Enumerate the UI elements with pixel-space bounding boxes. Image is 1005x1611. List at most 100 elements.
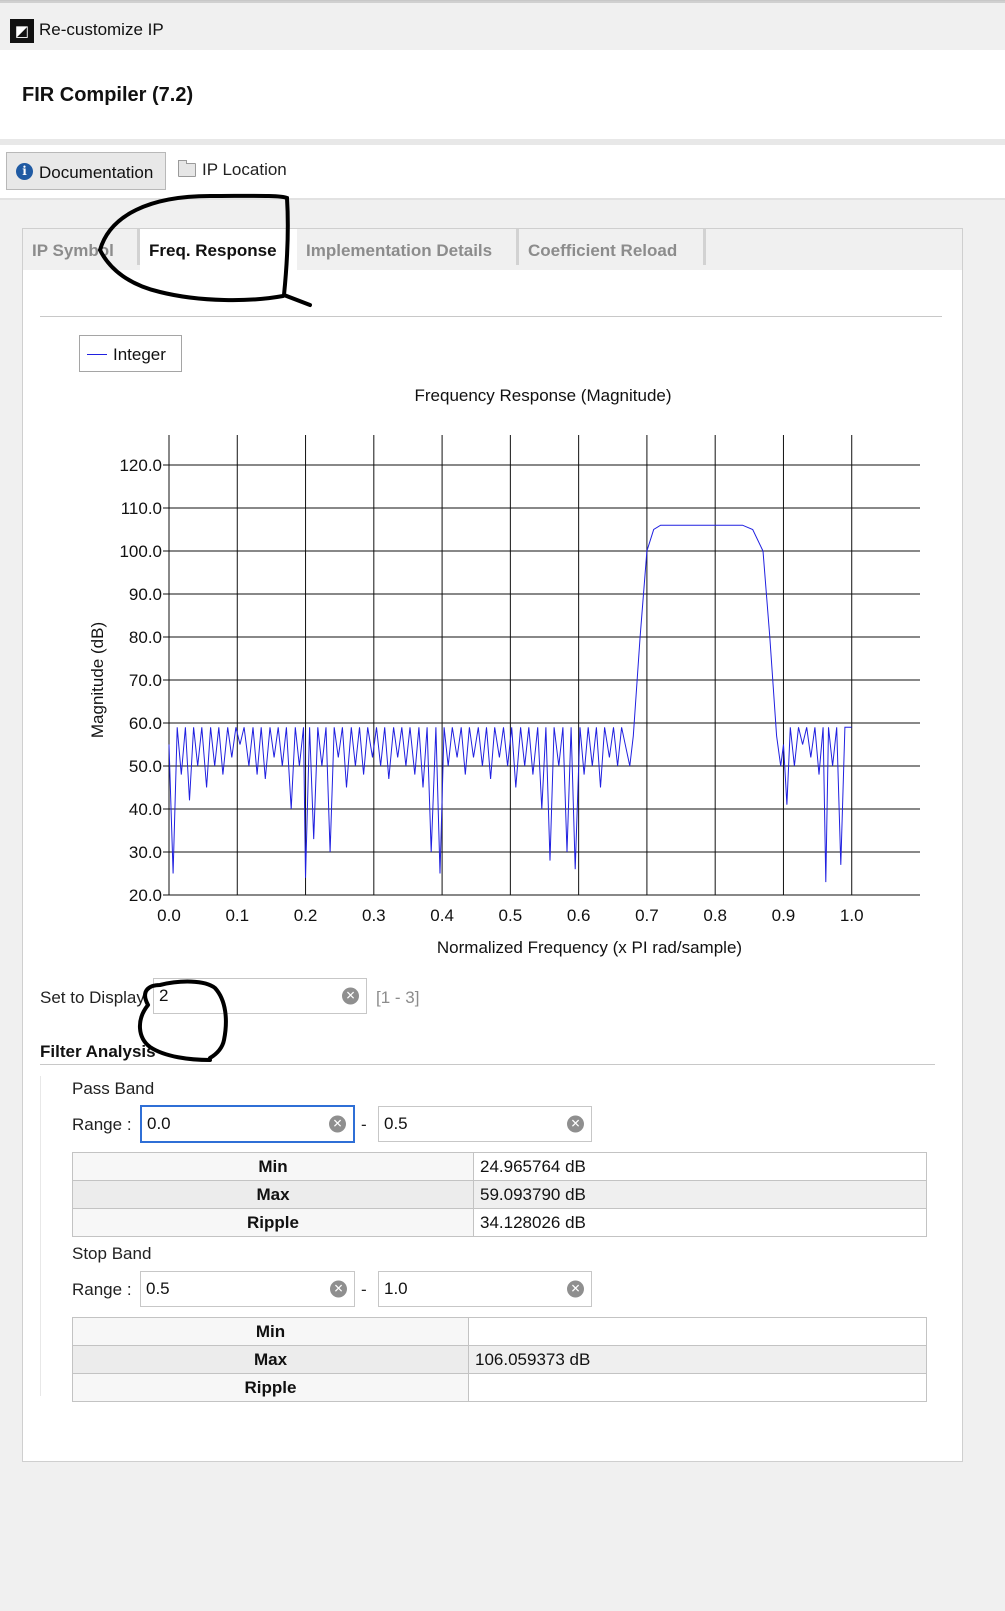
row-value: 24.965764 dB	[473, 1152, 927, 1181]
legend-label: Integer	[113, 345, 166, 364]
pass-band-from-input[interactable]: 0.0 ✕	[140, 1105, 355, 1143]
row-key: Min	[72, 1152, 474, 1181]
tab-freq-response[interactable]: Freq. Response	[140, 229, 297, 270]
tab-implementation-details[interactable]: Implementation Details	[297, 229, 519, 270]
x-tick-label: 1.0	[840, 906, 864, 925]
main-area: IP Symbol Freq. Response Implementation …	[0, 200, 1005, 1611]
documentation-label: Documentation	[39, 163, 154, 182]
x-tick-label: 0.9	[772, 906, 796, 925]
tab-label: Implementation Details	[306, 241, 493, 260]
tab-ip-symbol[interactable]: IP Symbol	[23, 229, 140, 270]
row-value	[468, 1373, 927, 1402]
ip-name: FIR Compiler (7.2)	[22, 84, 194, 106]
y-axis-label: Magnitude (dB)	[88, 622, 107, 738]
window-title-bar: ◩ Re-customize IP	[0, 0, 1005, 51]
y-tick-label: 20.0	[129, 886, 162, 905]
y-tick-label: 80.0	[129, 628, 162, 647]
display-range-hint: [1 - 3]	[376, 988, 420, 1007]
range-separator: -	[361, 1280, 367, 1299]
stop-band-to-input[interactable]: 1.0 ✕	[378, 1271, 592, 1307]
x-axis-label: Normalized Frequency (x PI rad/sample)	[437, 938, 742, 957]
toolbar: i Documentation IP Location	[0, 145, 1005, 200]
clear-icon[interactable]: ✕	[330, 1280, 347, 1298]
tab-separator	[516, 229, 519, 265]
y-tick-label: 50.0	[129, 757, 162, 776]
x-tick-label: 0.0	[157, 906, 181, 925]
pass-band-to-value: 0.5	[384, 1114, 408, 1133]
y-tick-labels: 20.0 30.0 40.0 50.0 60.0 70.0 80.0 90.0 100.0 110…	[119, 456, 162, 905]
tab-panel: IP Symbol Freq. Response Implementation …	[22, 228, 963, 1462]
table-row: Min	[72, 1317, 927, 1346]
clear-icon[interactable]: ✕	[342, 987, 359, 1005]
y-tick-label: 30.0	[129, 843, 162, 862]
row-key: Ripple	[72, 1373, 469, 1402]
window-title: Re-customize IP	[39, 20, 164, 39]
row-value: 106.059373 dB	[468, 1345, 927, 1374]
table-row: Max 59.093790 dB	[72, 1180, 927, 1209]
freq-response-content: Integer Frequency Response (Magnitude) 2…	[23, 270, 962, 1461]
row-key: Ripple	[72, 1208, 474, 1237]
x-tick-label: 0.5	[499, 906, 523, 925]
row-value	[468, 1317, 927, 1346]
y-tick-label: 120.0	[119, 456, 162, 475]
y-tick-label: 60.0	[129, 714, 162, 733]
ip-location-label: IP Location	[202, 160, 287, 179]
pass-band-to-input[interactable]: 0.5 ✕	[378, 1106, 592, 1142]
set-to-display-label: Set to Display	[40, 988, 145, 1007]
row-value: 59.093790 dB	[473, 1180, 927, 1209]
chart-legend: Integer	[79, 335, 182, 372]
clear-icon[interactable]: ✕	[567, 1115, 584, 1133]
row-key: Min	[72, 1317, 469, 1346]
row-key: Max	[72, 1345, 469, 1374]
folder-icon	[178, 160, 196, 177]
legend-swatch	[87, 354, 107, 355]
x-tick-label: 0.4	[430, 906, 454, 925]
clear-icon[interactable]: ✕	[329, 1115, 346, 1133]
series-line-integer	[168, 524, 852, 883]
filter-analysis-title: Filter Analysis	[40, 1042, 156, 1061]
stop-band-table: Min Max 106.059373 dB Ripple	[72, 1317, 927, 1402]
table-row: Max 106.059373 dB	[72, 1345, 927, 1374]
y-tick-label: 110.0	[121, 499, 162, 518]
x-tick-label: 0.2	[294, 906, 318, 925]
documentation-button[interactable]: i Documentation	[6, 152, 166, 190]
table-row: Min 24.965764 dB	[72, 1152, 927, 1181]
chart-grid	[163, 435, 920, 896]
ip-header: FIR Compiler (7.2)	[0, 50, 1005, 139]
tab-label: IP Symbol	[32, 241, 114, 260]
tab-label: Freq. Response	[149, 241, 277, 260]
set-to-display-value: 2	[159, 986, 169, 1005]
y-tick-label: 40.0	[129, 800, 162, 819]
pass-band-table: Min 24.965764 dB Max 59.093790 dB Ripple…	[72, 1152, 927, 1237]
info-icon: i	[16, 163, 33, 180]
tab-coefficient-reload[interactable]: Coefficient Reload	[519, 229, 706, 270]
filter-analysis-divider	[40, 1064, 935, 1065]
x-tick-label: 0.7	[635, 906, 659, 925]
tab-bar: IP Symbol Freq. Response Implementation …	[23, 229, 962, 270]
set-to-display-input[interactable]: 2 ✕	[153, 978, 367, 1014]
y-tick-label: 90.0	[129, 585, 162, 604]
amd-logo-icon: ◩	[10, 19, 34, 43]
row-key: Max	[72, 1180, 474, 1209]
table-row: Ripple 34.128026 dB	[72, 1208, 927, 1237]
title-bar-top-border	[0, 1, 1005, 3]
stop-band-to-value: 1.0	[384, 1279, 408, 1298]
clear-icon[interactable]: ✕	[567, 1280, 584, 1298]
y-tick-label: 100.0	[119, 542, 162, 561]
pass-band-title: Pass Band	[72, 1079, 155, 1098]
y-tick-label: 70.0	[129, 671, 162, 690]
range-separator: -	[361, 1115, 367, 1134]
tab-label: Coefficient Reload	[528, 241, 678, 260]
row-value: 34.128026 dB	[473, 1208, 927, 1237]
table-row: Ripple	[72, 1373, 927, 1402]
pass-band-range-label: Range :	[72, 1115, 132, 1134]
x-tick-label: 0.6	[567, 906, 591, 925]
stop-band-title: Stop Band	[72, 1244, 152, 1263]
x-tick-label: 0.1	[225, 906, 249, 925]
content-divider	[40, 316, 942, 317]
stop-band-from-input[interactable]: 0.5 ✕	[140, 1271, 355, 1307]
set-to-display-row: Set to Display 2 ✕ [1 - 3]	[23, 976, 962, 1016]
stop-band-range-label: Range :	[72, 1280, 132, 1299]
chart-title: Frequency Response (Magnitude)	[414, 386, 671, 405]
header-separator	[0, 139, 1005, 145]
